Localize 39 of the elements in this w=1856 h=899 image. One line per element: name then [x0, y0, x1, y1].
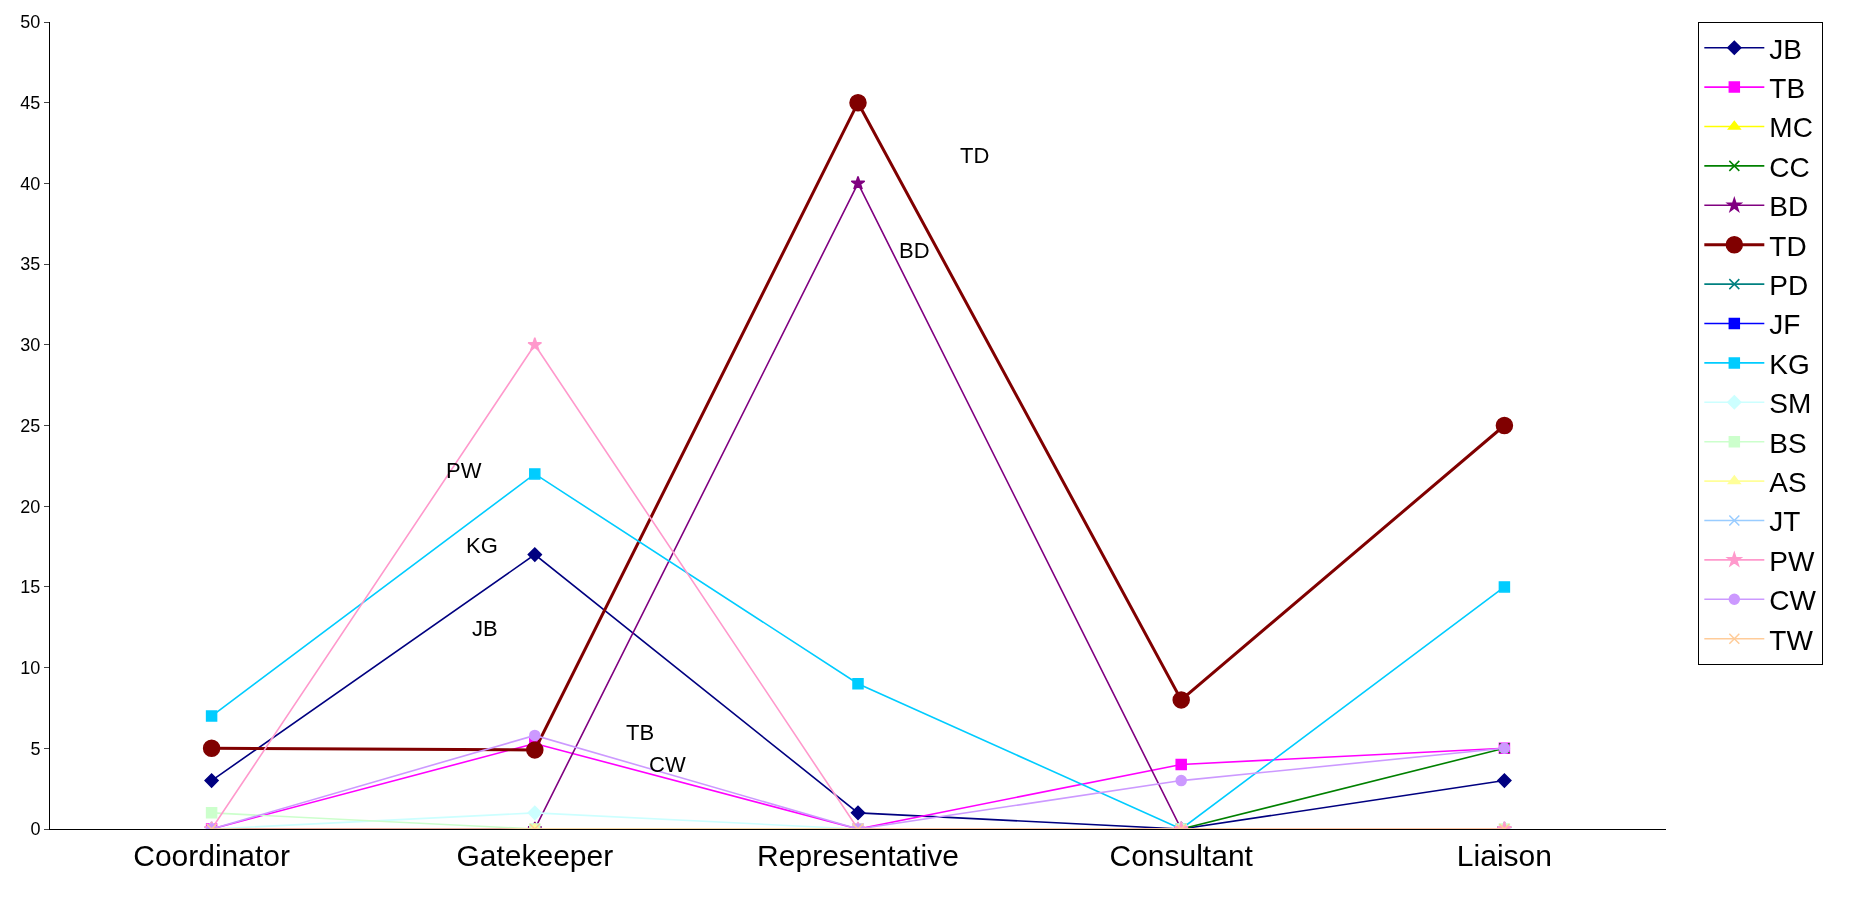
- annotation: PW: [446, 458, 482, 483]
- y-tick-label: 45: [20, 93, 41, 113]
- legend-label: PD: [1769, 270, 1809, 302]
- x-tick-label: Consultant: [1109, 839, 1254, 872]
- legend-label: TD: [1769, 230, 1807, 262]
- y-tick-label: 25: [20, 415, 41, 436]
- annotation: JB: [472, 616, 498, 641]
- legend-label: AS: [1769, 467, 1807, 499]
- annotation: TD: [960, 143, 990, 168]
- legend-label: MC: [1769, 112, 1813, 144]
- x-tick-label: Representative: [757, 839, 959, 872]
- y-tick-label: 5: [30, 738, 41, 759]
- annotation: CW: [649, 752, 686, 777]
- y-tick-label: 40: [20, 173, 41, 194]
- legend-label: CC: [1769, 151, 1810, 183]
- legend-label: TW: [1769, 624, 1814, 656]
- annotation: BD: [899, 238, 930, 263]
- legend-label: KG: [1769, 348, 1810, 380]
- y-tick-label: 20: [20, 496, 41, 517]
- legend-label: JB: [1769, 33, 1803, 65]
- legend-label: BS: [1769, 427, 1807, 459]
- y-tick-label: 30: [20, 335, 41, 356]
- y-tick-label: 50: [20, 12, 41, 33]
- y-tick-label: 15: [20, 577, 41, 598]
- y-tick-label: 35: [20, 254, 41, 275]
- legend-label: JF: [1769, 309, 1801, 341]
- annotation: KG: [466, 533, 498, 558]
- x-tick-label: Coordinator: [133, 839, 290, 872]
- legend-label: JT: [1769, 506, 1801, 538]
- legend-label: CW: [1769, 585, 1817, 617]
- x-tick-label: Gatekeeper: [456, 839, 614, 872]
- legend-label: TB: [1769, 73, 1806, 105]
- legend-label: PW: [1769, 545, 1815, 577]
- annotation: TB: [626, 720, 655, 745]
- x-tick-label: Liaison: [1456, 839, 1552, 872]
- legend-label: SM: [1769, 388, 1812, 420]
- legend-label: BD: [1769, 191, 1809, 223]
- y-tick-label: 0: [30, 819, 41, 840]
- y-tick-label: 10: [20, 657, 41, 678]
